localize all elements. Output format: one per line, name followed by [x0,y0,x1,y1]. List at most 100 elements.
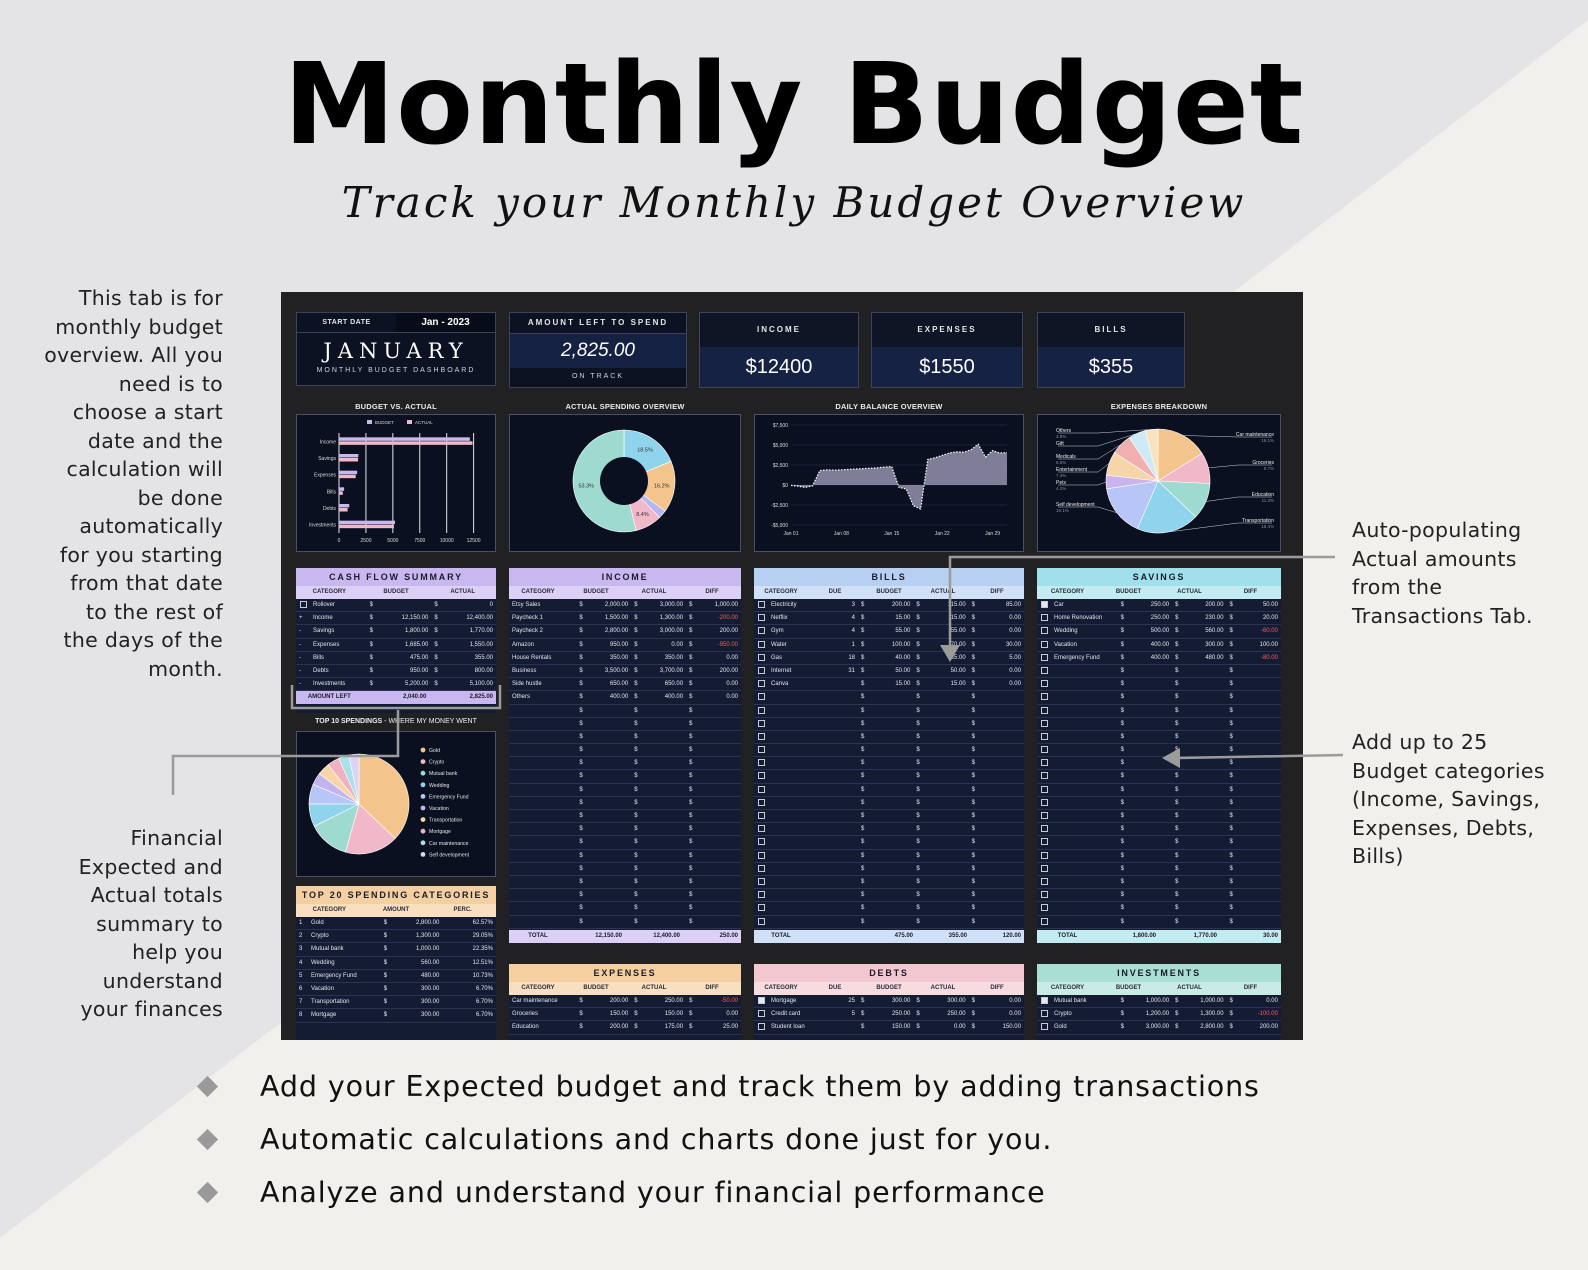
row-checkbox[interactable] [758,693,765,701]
row-checkbox[interactable] [758,785,765,793]
row-checkbox[interactable] [1041,772,1048,780]
table-cell: $ [689,694,693,701]
table-cell: 400.00 [664,694,684,701]
table-cell: $ [634,602,638,608]
row-checkbox[interactable] [758,825,765,833]
row-checkbox[interactable] [758,1023,765,1031]
row-checkbox[interactable] [1041,719,1048,727]
table-cell [509,810,576,822]
table-cell [754,1008,768,1020]
table-cell: $ [861,747,865,754]
row-checkbox[interactable] [1041,640,1048,648]
row-checkbox[interactable] [1041,891,1048,899]
row-checkbox[interactable] [758,640,765,648]
row-checkbox[interactable] [1041,746,1048,754]
row-checkbox[interactable] [758,877,765,885]
row-checkbox[interactable] [1041,904,1048,912]
row-checkbox[interactable] [1041,798,1048,806]
row-checkbox[interactable] [1041,1010,1048,1018]
row-checkbox[interactable] [1041,917,1048,925]
row-checkbox[interactable] [758,904,765,912]
row-checkbox[interactable] [758,614,765,622]
table-cell [754,705,768,717]
row-checkbox[interactable] [1041,812,1048,819]
row-checkbox[interactable] [1041,706,1048,714]
row-checkbox[interactable] [1041,838,1048,846]
row-checkbox[interactable] [1041,732,1048,740]
row-checkbox[interactable] [1041,627,1048,635]
table-cell: $ [579,1024,583,1031]
table-cell: -80.00 [1260,654,1278,661]
table-cell: 2,800.00 [604,628,629,635]
table-cell: $ [383,999,388,1006]
table-cell: $ [383,946,388,953]
page-title: Monthly Budget [283,40,1305,170]
row-checkbox[interactable] [1041,680,1048,688]
row-checkbox[interactable] [758,851,765,859]
row-checkbox[interactable] [758,759,765,767]
row-checkbox[interactable] [758,666,765,674]
row-checkbox[interactable] [1041,759,1048,767]
table-cell: 1,770.00 [469,628,494,635]
row-checkbox[interactable] [758,680,765,688]
x-tick-label: Jan 01 [783,531,798,537]
row-checkbox[interactable] [758,1010,765,1018]
row-checkbox[interactable] [758,772,765,780]
table-cell [977,757,1024,769]
bar-actual [339,458,359,462]
row-checkbox[interactable] [758,732,765,740]
table-cell: $ [383,985,388,992]
row-checkbox[interactable] [1041,614,1048,622]
row-checkbox[interactable] [758,719,765,727]
table-cell: 7 [299,999,303,1006]
row-checkbox[interactable] [758,653,765,661]
row-checkbox[interactable] [1041,601,1048,608]
table-cell: $ [971,628,975,635]
table-cell [1051,678,1118,690]
row-checkbox[interactable] [1041,997,1048,1004]
table-cell: $ [434,654,438,661]
table-cell: 1 [299,920,303,926]
row-checkbox[interactable] [1041,864,1048,872]
row-checkbox[interactable] [758,812,765,819]
table-cell [1037,731,1051,743]
row-checkbox[interactable] [1041,693,1048,701]
row-checkbox[interactable] [758,706,765,714]
row-checkbox[interactable] [1041,877,1048,885]
row-checkbox[interactable] [1041,653,1048,661]
x-tick-label: 12500 [467,538,481,544]
table-cell: $ [861,826,865,833]
row-checkbox[interactable] [1041,785,1048,793]
table-cell [754,889,768,901]
row-checkbox[interactable] [1041,851,1048,859]
row-checkbox[interactable] [758,601,765,608]
row-checkbox[interactable] [300,601,307,608]
row-checkbox[interactable] [1041,1023,1048,1031]
row-checkbox[interactable] [758,891,765,899]
table-cell [921,784,968,796]
table-cell: $ [971,641,975,648]
daily-balance-title: DAILY BALANCE OVERVIEW [835,402,943,411]
legend-dot [420,828,426,834]
cash-flow-table: CASH FLOW SUMMARY CATEGORY BUDGET ACTUAL R… [296,568,496,713]
table-cell [694,916,741,928]
row-checkbox[interactable] [758,746,765,754]
x-tick-label: 5000 [387,538,398,544]
table-cell [1180,889,1226,901]
start-date-picker[interactable]: Jan - 2023 [396,313,495,332]
row-checkbox[interactable] [758,838,765,846]
table-cell: $ [369,667,374,674]
row-checkbox[interactable] [758,627,765,635]
leader-line [1058,506,1117,513]
balance-line [790,443,1008,510]
table-cell: $ [689,615,693,622]
row-checkbox[interactable] [758,917,765,925]
table-cell: $ [634,865,638,872]
table-row: $ $ $ [754,797,1024,810]
row-checkbox[interactable] [1041,666,1048,674]
slice-label: 8.4% [636,512,649,518]
row-checkbox[interactable] [758,864,765,872]
row-checkbox[interactable] [758,997,765,1004]
row-checkbox[interactable] [758,798,765,806]
row-checkbox[interactable] [1041,825,1048,833]
